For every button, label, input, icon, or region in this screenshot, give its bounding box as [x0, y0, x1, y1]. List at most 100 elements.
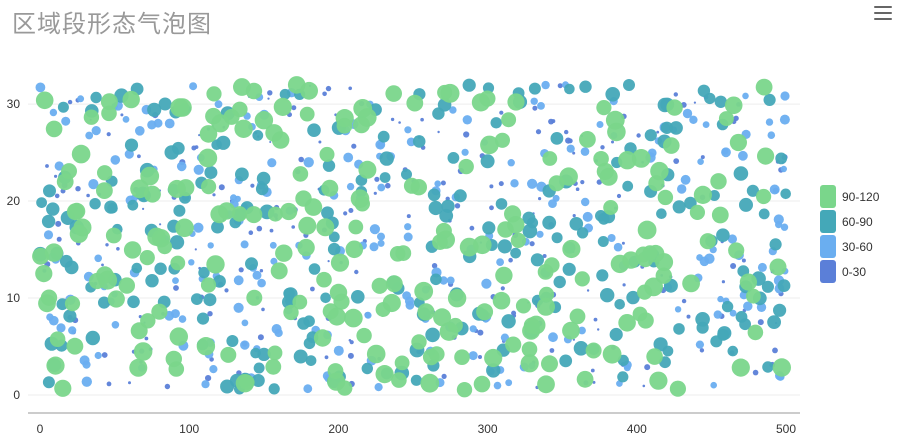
bubble-point[interactable] [89, 198, 101, 210]
bubble-point[interactable] [254, 111, 274, 130]
bubble-point[interactable] [596, 100, 612, 116]
bubble-point[interactable] [265, 358, 282, 375]
bubble-point[interactable] [461, 148, 469, 156]
bubble-point[interactable] [189, 82, 198, 91]
bubble-point[interactable] [203, 293, 217, 307]
bubble-point[interactable] [746, 288, 761, 304]
bubble-point[interactable] [727, 234, 738, 244]
bubble-point[interactable] [484, 348, 503, 368]
bubble-point[interactable] [537, 264, 554, 280]
bubble-point[interactable] [43, 230, 54, 240]
bubble-point[interactable] [147, 227, 166, 246]
bubble-point[interactable] [158, 97, 172, 111]
bubble-point[interactable] [695, 312, 710, 327]
bubble-point[interactable] [718, 111, 734, 127]
bubble-point[interactable] [772, 358, 791, 377]
bubble-point[interactable] [769, 238, 782, 251]
bubble-point[interactable] [582, 211, 593, 222]
bubble-point[interactable] [385, 182, 391, 189]
bubble-point[interactable] [256, 225, 263, 232]
bubble-point[interactable] [205, 375, 212, 382]
bubble-point[interactable] [689, 115, 698, 125]
bubble-point[interactable] [214, 100, 223, 109]
bubble-point[interactable] [522, 211, 536, 225]
bubble-point[interactable] [440, 83, 460, 103]
bubble-point[interactable] [198, 266, 210, 279]
bubble-point[interactable] [106, 132, 111, 137]
bubble-point[interactable] [259, 269, 264, 273]
bubble-point[interactable] [379, 172, 391, 183]
bubble-point[interactable] [366, 344, 386, 364]
bubble-point[interactable] [422, 348, 440, 366]
bubble-point[interactable] [345, 240, 364, 259]
bubble-point[interactable] [456, 382, 473, 398]
bubble-point[interactable] [246, 289, 263, 306]
bubble-point[interactable] [305, 355, 317, 366]
bubble-point[interactable] [733, 166, 749, 181]
bubble-point[interactable] [348, 219, 364, 235]
bubble-point[interactable] [173, 98, 192, 117]
bubble-point[interactable] [167, 179, 186, 198]
bubble-point[interactable] [300, 81, 318, 100]
bubble-point[interactable] [499, 110, 504, 115]
bubble-point[interactable] [56, 323, 66, 333]
bubble-point[interactable] [482, 221, 496, 235]
bubble-point[interactable] [169, 235, 185, 250]
bubble-point[interactable] [261, 307, 265, 312]
bubble-point[interactable] [603, 200, 619, 215]
bubble-point[interactable] [569, 308, 586, 325]
bubble-point[interactable] [580, 147, 590, 156]
bubble-point[interactable] [733, 115, 739, 122]
bubble-point[interactable] [738, 150, 748, 161]
bubble-point[interactable] [216, 135, 231, 150]
bubble-point[interactable] [100, 93, 118, 111]
bubble-point[interactable] [56, 173, 74, 191]
bubble-point[interactable] [777, 279, 791, 292]
bubble-point[interactable] [201, 179, 217, 195]
bubble-point[interactable] [507, 216, 525, 234]
bubble-point[interactable] [757, 262, 767, 272]
bubble-point[interactable] [395, 245, 412, 261]
bubble-point[interactable] [144, 336, 149, 341]
bubble-point[interactable] [240, 240, 249, 249]
bubble-point[interactable] [101, 352, 108, 358]
bubble-point[interactable] [123, 241, 142, 259]
bubble-point[interactable] [769, 258, 787, 276]
bubble-point[interactable] [64, 296, 81, 312]
bubble-point[interactable] [404, 223, 412, 231]
bubble-point[interactable] [373, 191, 377, 195]
bubble-point[interactable] [204, 166, 218, 179]
bubble-point[interactable] [505, 379, 513, 387]
bubble-point[interactable] [283, 304, 299, 321]
bubble-point[interactable] [592, 380, 596, 384]
bubble-point[interactable] [172, 277, 179, 284]
bubble-point[interactable] [631, 149, 651, 168]
bubble-point[interactable] [369, 242, 379, 252]
bubble-point[interactable] [497, 239, 512, 254]
bubble-point[interactable] [710, 381, 717, 389]
bubble-point[interactable] [124, 149, 134, 159]
bubble-point[interactable] [374, 176, 380, 182]
bubble-point[interactable] [142, 207, 145, 210]
bubble-point[interactable] [686, 314, 691, 319]
bubble-point[interactable] [711, 206, 729, 224]
bubble-point[interactable] [116, 247, 120, 251]
bubble-point[interactable] [704, 253, 715, 264]
bubble-point[interactable] [107, 290, 125, 308]
bubble-point[interactable] [728, 242, 745, 259]
bubble-point[interactable] [196, 337, 216, 356]
bubble-point[interactable] [674, 306, 682, 313]
bubble-point[interactable] [98, 296, 111, 309]
bubble-point[interactable] [303, 157, 314, 168]
bubble-point[interactable] [673, 158, 680, 165]
bubble-point[interactable] [101, 263, 104, 267]
bubble-point[interactable] [495, 198, 508, 210]
bubble-point[interactable] [721, 147, 731, 158]
bubble-point[interactable] [609, 327, 623, 342]
bubble-point[interactable] [175, 218, 194, 238]
bubble-point[interactable] [672, 200, 686, 214]
bubble-point[interactable] [553, 275, 566, 289]
bubble-point[interactable] [292, 166, 309, 182]
bubble-point[interactable] [557, 83, 563, 89]
bubble-point[interactable] [241, 319, 249, 327]
